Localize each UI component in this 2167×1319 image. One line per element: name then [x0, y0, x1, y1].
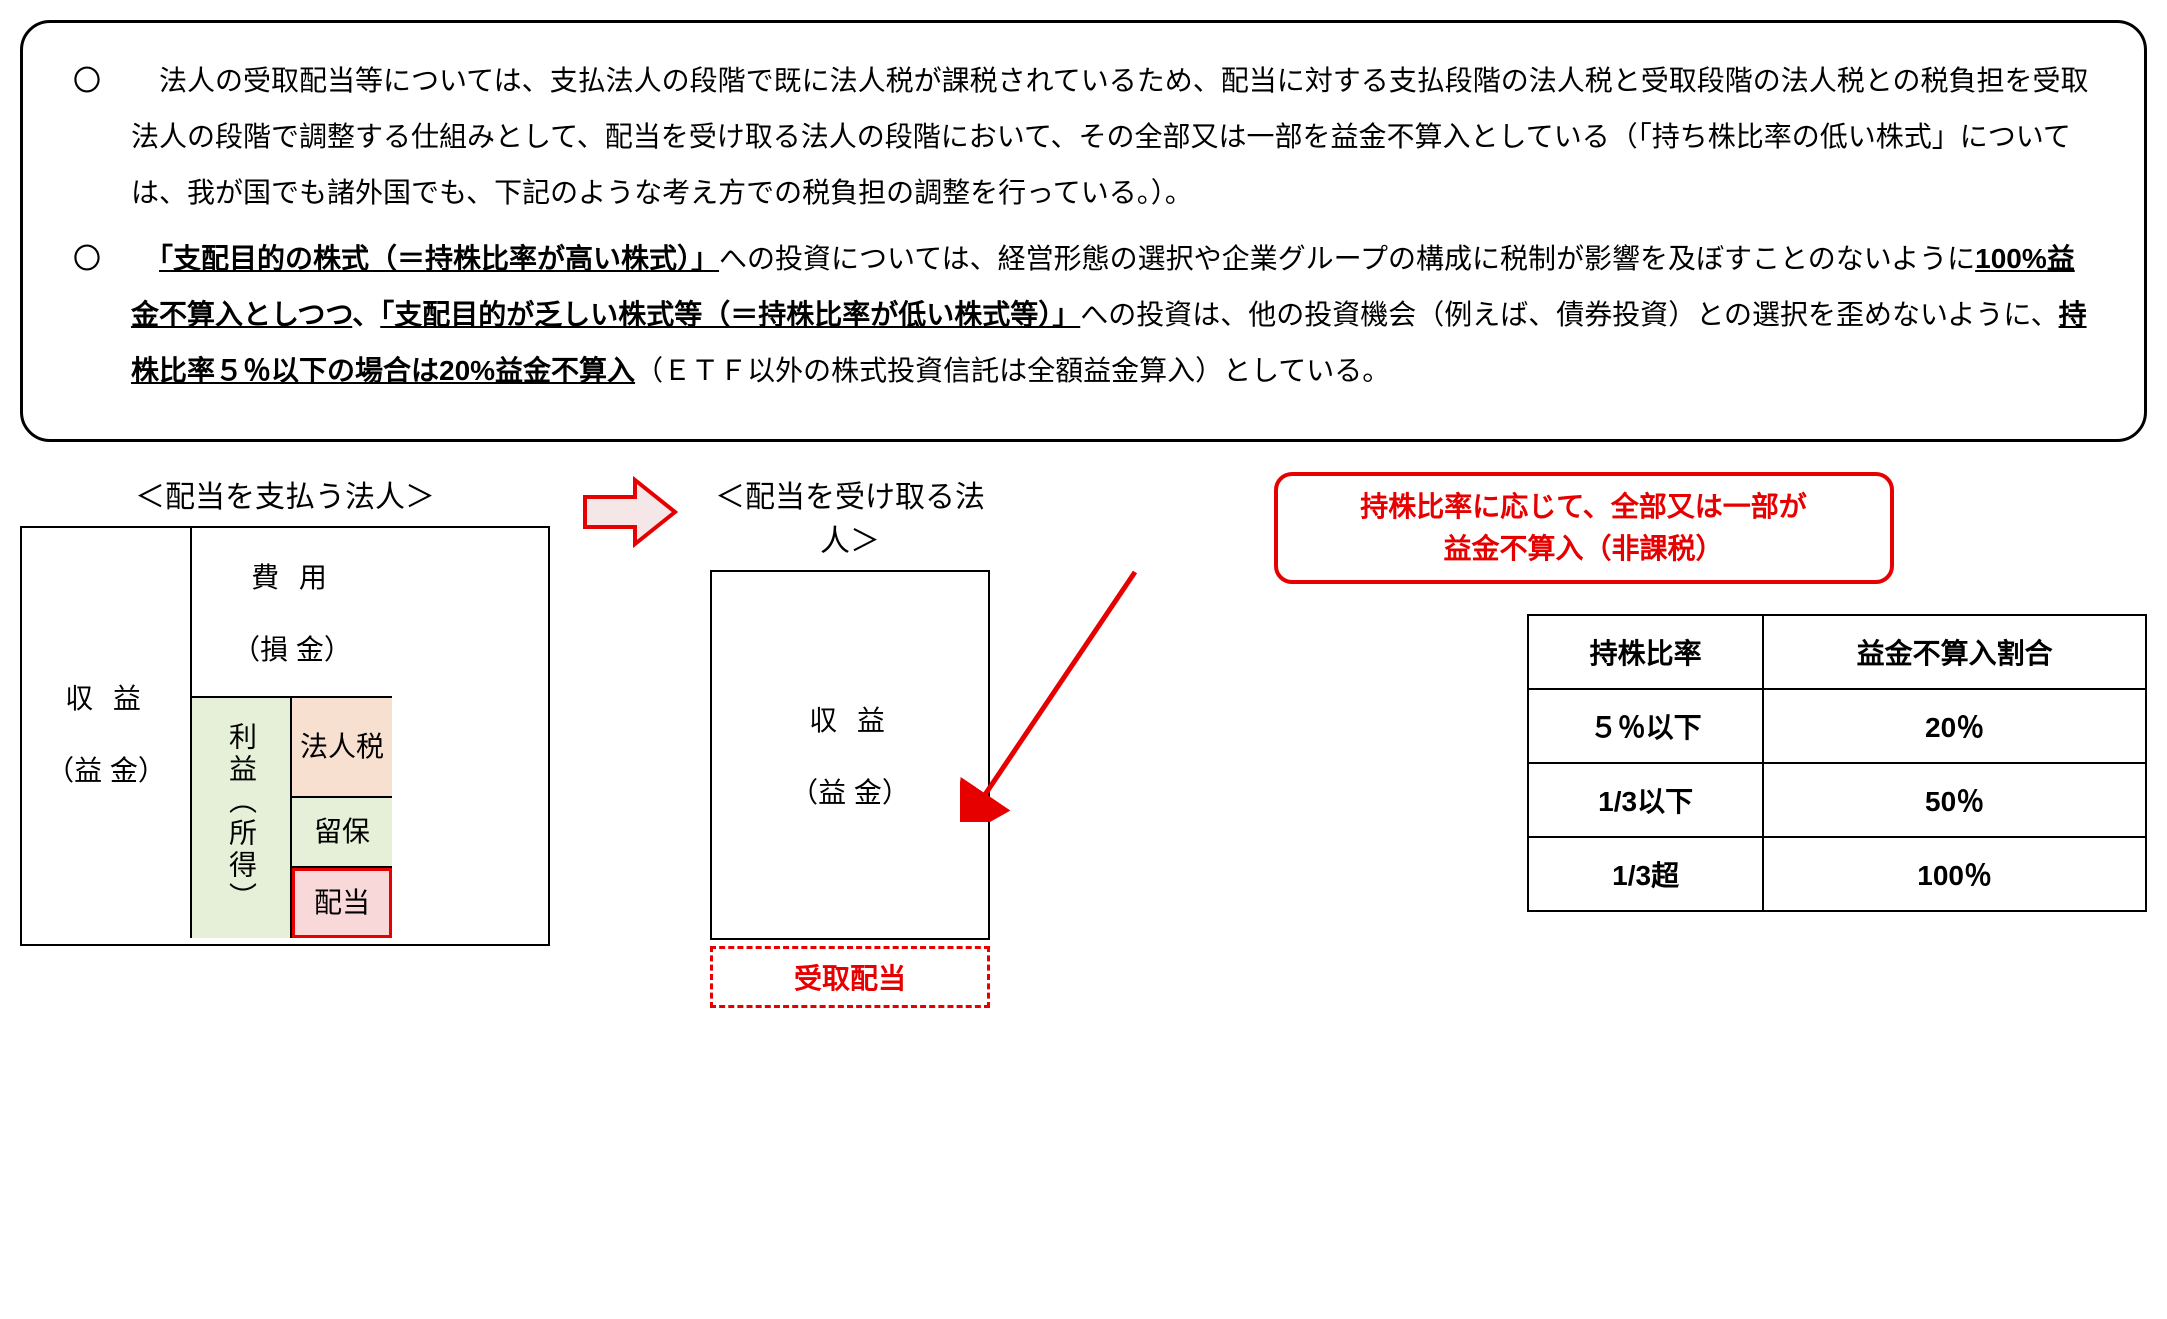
- dividend-text: 配当: [314, 886, 370, 920]
- td-ratio-0: ５％以下: [1528, 689, 1763, 763]
- cell-expense: 費 用 （損 金）: [192, 528, 392, 698]
- arrow-right: [580, 472, 680, 572]
- ratio-table: 持株比率 益金不算入割合 ５％以下 20％ 1/3以下 50％ 1/3超 100…: [1527, 614, 2147, 912]
- payer-title: ＜配当を支払う法人＞: [20, 472, 550, 516]
- expense-l1: 費 用: [232, 556, 352, 596]
- bullet-2: 〇: [73, 231, 101, 399]
- red-callout: 持株比率に応じて、全部又は一部が 益金不算入（非課税）: [1274, 472, 1894, 584]
- cell-revenue: 収 益 （益 金）: [22, 528, 192, 938]
- payer-grid: 収 益 （益 金） 費 用 （損 金） 利益（所得） 法人税 留保 配当: [20, 526, 550, 946]
- p2-text-d: 、: [352, 299, 380, 330]
- revenue-l1: 収 益: [46, 677, 166, 717]
- paragraph-2: 〇 「支配目的の株式（＝持株比率が高い株式）」への投資については、経営形態の選択…: [73, 231, 2094, 399]
- cell-dividend: 配当: [292, 868, 392, 938]
- arrow-right-icon: [580, 472, 680, 552]
- receiver-block: ＜配当を受け取る法人＞ 収 益 （益 金） 受取配当: [710, 472, 990, 1008]
- profit-text: 利益（所得）: [221, 722, 261, 914]
- paragraph-2-text: 「支配目的の株式（＝持株比率が高い株式）」への投資については、経営形態の選択や企…: [131, 231, 2094, 399]
- p2-text-f: への投資は、他の投資機会（例えば、債券投資）との選択を歪めないように、: [1080, 299, 2058, 330]
- table-header-row: 持株比率 益金不算入割合: [1528, 615, 2146, 689]
- corptax-text: 法人税: [300, 730, 384, 764]
- red-l1: 持株比率に応じて、全部又は一部が: [1328, 486, 1840, 528]
- td-pct-1: 50％: [1763, 763, 2146, 837]
- bullet-1: 〇: [73, 53, 101, 221]
- diagram-area: ＜配当を支払う法人＞ 収 益 （益 金） 費 用 （損 金） 利益（所得） 法人…: [20, 472, 2147, 1008]
- table-row: 1/3以下 50％: [1528, 763, 2146, 837]
- cell-retained: 留保: [292, 798, 392, 868]
- paragraph-1-text: 法人の受取配当等については、支払法人の段階で既に法人税が課税されているため、配当…: [131, 53, 2094, 221]
- received-dividend-box: 受取配当: [710, 946, 990, 1008]
- receiver-l2: （益 金）: [790, 771, 910, 811]
- p2-text-b: への投資については、経営形態の選択や企業グループの構成に税制が影響を及ぼすことの…: [719, 243, 1975, 274]
- explanation-box: 〇 法人の受取配当等については、支払法人の段階で既に法人税が課税されているため、…: [20, 20, 2147, 442]
- p2-underline-3: 「支配目的が乏しい株式等（＝持株比率が低い株式等）」: [380, 299, 1080, 330]
- th-pct: 益金不算入割合: [1763, 615, 2146, 689]
- table-row: ５％以下 20％: [1528, 689, 2146, 763]
- td-ratio-2: 1/3超: [1528, 837, 1763, 911]
- revenue-l2: （益 金）: [46, 749, 166, 789]
- payer-block: ＜配当を支払う法人＞ 収 益 （益 金） 費 用 （損 金） 利益（所得） 法人…: [20, 472, 550, 946]
- td-ratio-1: 1/3以下: [1528, 763, 1763, 837]
- cell-profit: 利益（所得）: [192, 698, 292, 938]
- th-ratio: 持株比率: [1528, 615, 1763, 689]
- diagonal-arrow-icon: [960, 562, 1160, 822]
- td-pct-0: 20％: [1763, 689, 2146, 763]
- cell-corptax: 法人税: [292, 698, 392, 798]
- red-l2: 益金不算入（非課税）: [1328, 528, 1840, 570]
- expense-l2: （損 金）: [232, 628, 352, 668]
- paragraph-1: 〇 法人の受取配当等については、支払法人の段階で既に法人税が課税されているため、…: [73, 53, 2094, 221]
- p2-text-h: （ＥＴＦ以外の株式投資信託は全額益金算入）としている。: [635, 355, 1390, 386]
- retained-text: 留保: [314, 815, 370, 849]
- p2-underline-1: 「支配目的の株式（＝持株比率が高い株式）」: [159, 243, 719, 274]
- table-row: 1/3超 100％: [1528, 837, 2146, 911]
- right-block: 持株比率に応じて、全部又は一部が 益金不算入（非課税） 持株比率 益金不算入割合…: [1020, 472, 2147, 912]
- receiver-title: ＜配当を受け取る法人＞: [710, 472, 990, 560]
- td-pct-2: 100％: [1763, 837, 2146, 911]
- receiver-l1: 収 益: [790, 699, 910, 739]
- receiver-box: 収 益 （益 金）: [710, 570, 990, 940]
